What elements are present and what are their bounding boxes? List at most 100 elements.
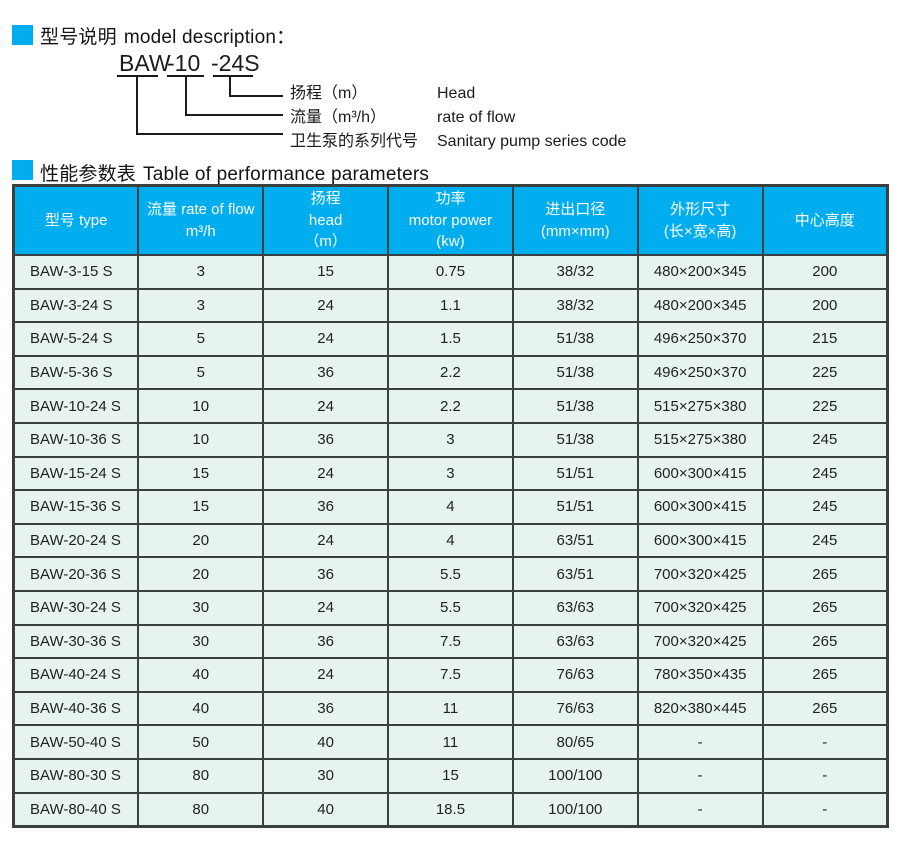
- cell-type: BAW-3-15 S: [12, 254, 140, 290]
- table-row: BAW-80-30 S 80 30 15 100/100- -: [12, 757, 889, 794]
- table-cell: 700×320×425: [636, 589, 764, 626]
- table-cell: 30: [137, 623, 265, 660]
- table-cell: 265: [761, 657, 889, 693]
- table-cell: 3: [387, 455, 514, 492]
- cell-type: BAW-40-24 S: [12, 657, 140, 693]
- performance-parameters-table: 型号 type 流量 rate of flow m³/h 扬程 head （m） 功率 mot…: [12, 184, 889, 829]
- table-cell: 700×320×425: [636, 623, 764, 660]
- table-cell: 51/38: [511, 421, 639, 458]
- cyan-square-bullet-icon: [12, 25, 33, 45]
- table-row: BAW-10-24 S 10 24 2.2 51/38 515×275×380 225: [12, 388, 889, 424]
- cell-type: BAW-5-24 S: [12, 321, 140, 357]
- cell-type: BAW-10-24 S: [12, 388, 140, 424]
- table-cell: 515×275×380: [636, 388, 764, 424]
- table-cell: 100/100: [511, 757, 639, 794]
- table-cell: 4: [387, 489, 514, 525]
- diagram-label-zh: 扬程（m）: [290, 85, 368, 102]
- table-cell: 10: [137, 388, 265, 424]
- table-cell: 3: [387, 421, 514, 458]
- table-cell: 80/65: [511, 724, 639, 760]
- table-cell: 63/51: [511, 522, 639, 559]
- table-cell: 496×250×370: [636, 321, 764, 357]
- diagram-label-en: Head: [437, 85, 476, 102]
- model-code-head: -24S: [211, 50, 260, 76]
- table-cell: 215: [761, 321, 889, 357]
- table-cell: 225: [761, 354, 889, 391]
- cell-type: BAW-10-36 S: [12, 421, 140, 458]
- column-header: 中心高度: [761, 184, 889, 256]
- table-cell: 600×300×415: [636, 489, 764, 525]
- table-cell: 51/51: [511, 489, 639, 525]
- table-cell: 40: [137, 657, 265, 693]
- column-header: 进出口径 (mm×mm): [511, 184, 639, 256]
- table-cell: 24: [262, 287, 390, 324]
- model-breakdown-lines: [117, 75, 283, 135]
- table-cell: 40: [262, 724, 390, 760]
- table-row: BAW-3-15 S 3 15 0.75 38/32 480×200×345 200: [12, 254, 889, 290]
- table-cell: 200: [761, 254, 889, 290]
- table-cell: 820×380×445: [636, 690, 764, 727]
- table-cell: 63/63: [511, 589, 639, 626]
- table-cell: 15: [137, 489, 265, 525]
- table-cell: 7.5: [387, 623, 514, 660]
- table-cell: 40: [137, 690, 265, 727]
- table-cell: 700×320×425: [636, 556, 764, 592]
- table-row: BAW-50-40 S 50 40 11 80/65- -: [12, 724, 889, 760]
- table-cell: 5: [137, 354, 265, 391]
- table-cell: 80: [137, 791, 265, 828]
- table-cell: 24: [262, 321, 390, 357]
- table-cell: 600×300×415: [636, 455, 764, 492]
- diagram-label-en: rate of flow: [437, 109, 516, 126]
- table-row: BAW-30-24 S 30 24 5.5 63/63 700×320×425 265: [12, 589, 889, 626]
- model-code-flow: -10: [167, 50, 201, 76]
- table-cell: 15: [262, 254, 390, 290]
- table-cell: 0.75: [387, 254, 514, 290]
- table-cell: 5.5: [387, 556, 514, 592]
- table-cell: 5.5: [387, 589, 514, 626]
- table-cell: 1.5: [387, 321, 514, 357]
- table-cell: -: [636, 757, 764, 794]
- table-row: BAW-5-36 S 5 36 2.2 51/38 496×250×370 225: [12, 354, 889, 391]
- table-row: BAW-40-36 S 40 36 11 76/63 820×380×445 265: [12, 690, 889, 727]
- table-cell: 480×200×345: [636, 287, 764, 324]
- cell-type: BAW-15-24 S: [12, 455, 140, 492]
- table-cell: -: [761, 757, 889, 794]
- table-cell: 11: [387, 724, 514, 760]
- table-cell: 76/63: [511, 657, 639, 693]
- table-row: BAW-20-24 S 20 24 4 63/51 600×300×415 245: [12, 522, 889, 559]
- table-cell: 480×200×345: [636, 254, 764, 290]
- table-cell: 245: [761, 522, 889, 559]
- table-cell: 15: [137, 455, 265, 492]
- table-cell: 10: [137, 421, 265, 458]
- column-header: 型号 type: [12, 184, 140, 256]
- table-row: BAW-20-36 S 20 36 5.5 63/51 700×320×425 265: [12, 556, 889, 592]
- diagram-label-flow: 流量（m³/h） rate of flow: [290, 103, 515, 127]
- table-cell: 20: [137, 522, 265, 559]
- connector-series: [117, 75, 283, 135]
- cell-type: BAW-20-24 S: [12, 522, 140, 559]
- table-cell: 265: [761, 623, 889, 660]
- table-row: BAW-15-24 S 15 24 3 51/51 600×300×415 245: [12, 455, 889, 492]
- table-row: BAW-3-24 S 3 24 1.1 38/32 480×200×345 200: [12, 287, 889, 324]
- table-cell: 38/32: [511, 254, 639, 290]
- cell-type: BAW-40-36 S: [12, 690, 140, 727]
- table-cell: 496×250×370: [636, 354, 764, 391]
- diagram-label-zh: 卫生泵的系列代号: [290, 133, 419, 150]
- table-cell: 24: [262, 388, 390, 424]
- table-row: BAW-15-36 S 15 36 4 51/51 600×300×415 245: [12, 489, 889, 525]
- section-title-en: Table of performance parameters: [143, 164, 430, 185]
- table-cell: 63/51: [511, 556, 639, 592]
- table-cell: 36: [262, 354, 390, 391]
- cell-type: BAW-20-36 S: [12, 556, 140, 592]
- table-cell: -: [761, 724, 889, 760]
- table-row: BAW-30-36 S 30 36 7.5 63/63 700×320×425 265: [12, 623, 889, 660]
- diagram-label-head: 扬程（m） Head: [290, 79, 475, 103]
- table-cell: 200: [761, 287, 889, 324]
- table-cell: 20: [137, 556, 265, 592]
- table-cell: 3: [137, 254, 265, 290]
- table-cell: 36: [262, 421, 390, 458]
- connector-head: [213, 75, 283, 97]
- table-row: BAW-10-36 S 10 36 3 51/38 515×275×380 245: [12, 421, 889, 458]
- cell-type: BAW-5-36 S: [12, 354, 140, 391]
- table-cell: 38/32: [511, 287, 639, 324]
